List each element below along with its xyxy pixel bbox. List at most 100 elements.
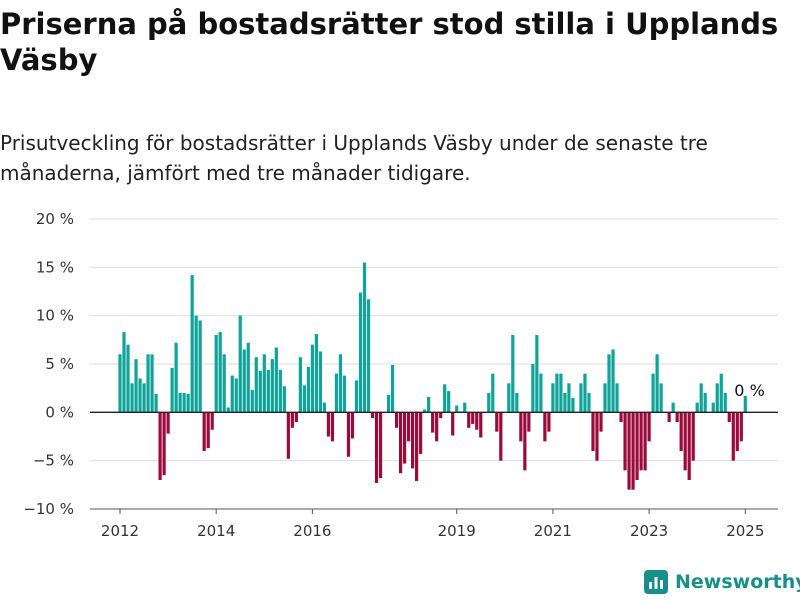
bar-negative [495, 412, 499, 432]
bar-positive [443, 384, 447, 413]
bar-positive [170, 367, 174, 413]
bar-negative [290, 412, 294, 428]
bar-positive [723, 393, 727, 413]
bar-negative [206, 412, 210, 449]
bar-negative [286, 412, 290, 459]
bar-negative [202, 412, 206, 451]
bar-negative [667, 412, 671, 422]
bar-positive [611, 349, 615, 413]
bar-positive [190, 275, 194, 413]
bar-negative [635, 412, 639, 480]
y-tick-label: 20 % [36, 210, 74, 228]
x-tick-label: 2019 [438, 522, 476, 540]
x-axis-tick-labels: 2012 2014 2016 2019 2021 2023 2025 [101, 522, 764, 540]
bar-positive [222, 354, 226, 413]
bar-negative [166, 412, 170, 434]
bar-positive [719, 373, 723, 413]
bar-positive [150, 354, 154, 413]
bar-positive [567, 383, 571, 413]
bar-positive [699, 383, 703, 413]
bar-negative [627, 412, 631, 490]
y-tick-label: −10 % [23, 500, 74, 518]
bar-negative [543, 412, 547, 442]
bar-negative [599, 412, 603, 432]
bar-positive [214, 335, 218, 413]
bar-negative [679, 412, 683, 451]
bar-negative [346, 412, 351, 457]
bar-positive [571, 397, 575, 413]
bar-negative [547, 412, 551, 432]
last-value-annotation: 0 % [734, 381, 764, 400]
bar-positive [390, 364, 395, 413]
bar-positive [551, 383, 555, 413]
bar-positive [178, 393, 182, 413]
bar-negative [451, 412, 455, 436]
bar-positive [583, 373, 587, 413]
annotations: 0 % [734, 381, 764, 400]
chart-title: Priserna på bostadsrätter stod stilla i … [0, 7, 779, 77]
bar-positive [250, 390, 254, 413]
y-axis-tick-labels: 20 % 15 % 10 % 5 % 0 % −5 % −10 % [23, 210, 74, 518]
bar-negative [407, 412, 411, 442]
bar-positive [711, 402, 715, 413]
bar-positive [182, 393, 186, 413]
bar-negative [467, 412, 471, 428]
bar-positive [587, 393, 591, 413]
bar-positive [322, 402, 327, 413]
bar-negative [479, 412, 483, 438]
bar-positive [386, 394, 391, 413]
x-tick-label: 2023 [630, 522, 668, 540]
x-tick-label: 2012 [101, 522, 139, 540]
bar-positive [715, 383, 719, 413]
bar-positive [186, 393, 190, 413]
bar-positive [659, 383, 663, 413]
bar-negative [378, 412, 383, 479]
bar-negative [691, 412, 695, 461]
bar-negative [527, 412, 531, 432]
bar-negative [639, 412, 643, 471]
bar-positive [615, 383, 619, 413]
bar-positive [535, 335, 539, 413]
bar-positive [539, 373, 543, 413]
bar-positive [118, 354, 122, 413]
bar-negative [162, 412, 166, 476]
bar-positive [130, 383, 134, 413]
bar-positive [354, 380, 359, 413]
bar-positive [579, 383, 583, 413]
bar-positive [138, 378, 142, 413]
bar-positive [342, 375, 347, 413]
bar-positive [338, 354, 343, 413]
bar-positive [262, 354, 266, 413]
bar-positive [362, 262, 367, 413]
bar-positive [310, 344, 315, 413]
bar-negative [631, 412, 635, 490]
bar-negative [519, 412, 523, 442]
x-tick-label: 2016 [293, 522, 331, 540]
bar-positive [607, 354, 611, 413]
bar-negative [210, 412, 214, 430]
bar-positive [230, 375, 234, 413]
y-tick-label: −5 % [33, 452, 74, 470]
bar-negative [374, 412, 379, 483]
bar-positive [306, 366, 310, 413]
y-tick-label: 15 % [36, 258, 74, 276]
bar-negative [326, 412, 331, 437]
bar-negative [330, 412, 335, 442]
bar-positive [246, 342, 250, 413]
bar-negative [523, 412, 527, 471]
bar-positive [366, 299, 371, 413]
bar-positive [511, 335, 515, 413]
bar-positive [559, 373, 563, 413]
newsworthy-brand[interactable]: Newsworthy [644, 570, 800, 594]
bar-positive [603, 383, 607, 413]
x-tick-label: 2025 [726, 522, 764, 540]
bar-negative [394, 412, 399, 428]
bar-positive [358, 292, 363, 413]
bar-negative [499, 412, 503, 461]
bar-negative [398, 412, 403, 474]
bar-negative [683, 412, 687, 471]
bar-negative [623, 412, 627, 471]
bar-negative [675, 412, 679, 422]
brand-name: Newsworthy [675, 571, 800, 593]
bar-positive [455, 405, 459, 413]
